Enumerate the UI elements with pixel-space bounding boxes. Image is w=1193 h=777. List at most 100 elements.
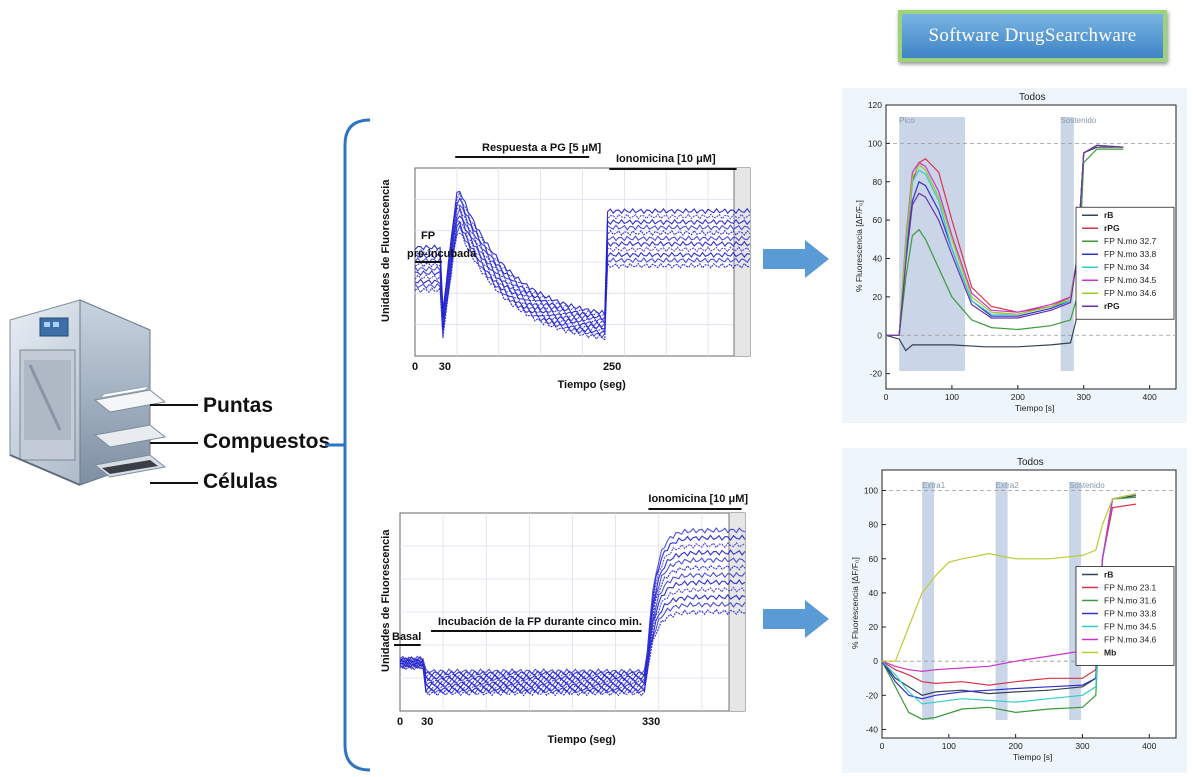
x-tick-label: 200 <box>1009 741 1023 751</box>
y-tick-label: -40 <box>866 724 879 734</box>
legend-label: Mb <box>1104 647 1116 657</box>
y-tick-label: 0 <box>877 330 882 340</box>
chart-title: Todos <box>1017 457 1044 468</box>
arrow-right-icon <box>763 600 829 638</box>
legend-label: FP N.mo 34.6 <box>1104 288 1157 298</box>
region-label: Extra2 <box>996 481 1020 490</box>
highlight-region <box>995 482 1008 720</box>
x-tick-label: 30 <box>421 716 433 728</box>
legend-label: FP N.mo 31.6 <box>1104 595 1157 605</box>
y-axis-label: % Fluorescencia [ΔF/F₀] <box>854 200 864 292</box>
highlight-region <box>1060 117 1074 371</box>
fluorescence-trace <box>414 220 751 335</box>
y-axis-label: % Fluorescencia [ΔF/F₀] <box>850 557 860 649</box>
x-axis-label: Tiempo [s] <box>1013 752 1052 762</box>
y-tick-label: 20 <box>873 292 883 302</box>
annotation-basal: Basal <box>392 631 421 643</box>
top-raw-trace-panel: Unidades de Fluorescencia Tiempo (seg) 0 30… <box>375 135 760 400</box>
y-tick-label: -20 <box>870 369 883 379</box>
x-tick-label: 0 <box>880 741 885 751</box>
x-tick-label: 0 <box>884 392 889 402</box>
y-tick-label: 120 <box>868 100 882 110</box>
legend-label: rPG <box>1104 301 1120 311</box>
x-tick-label: 0 <box>412 361 418 373</box>
y-axis-label: Unidades de Fluorescencia <box>380 529 392 672</box>
legend-label: FP N.mo 34.5 <box>1104 621 1157 631</box>
grey-band <box>734 168 750 356</box>
x-tick-label: 330 <box>642 716 660 728</box>
annotation-ionomicina: Ionomicina [10 μM] <box>648 493 748 505</box>
y-tick-label: 80 <box>869 520 879 530</box>
x-axis-label: Tiempo (seg) <box>558 379 627 391</box>
fluorescence-trace <box>414 232 751 341</box>
region-label: Pico <box>899 116 915 125</box>
y-tick-label: 100 <box>864 485 878 495</box>
annotation-pg: Respuesta a PG [5 μM] <box>482 142 602 154</box>
liquid-handler-illustration <box>9 299 167 486</box>
y-tick-label: 40 <box>869 588 879 598</box>
region-label: Sostenido <box>1061 116 1097 125</box>
grey-band <box>729 513 745 711</box>
legend-label: rB <box>1104 569 1113 579</box>
legend-label: FP N.mo 34 <box>1104 262 1149 272</box>
legend <box>1075 566 1175 666</box>
legend-label: rB <box>1104 210 1113 220</box>
legend-label: FP N.mo 33.8 <box>1104 249 1157 259</box>
x-tick-label: 0 <box>397 716 403 728</box>
legend <box>1075 206 1175 320</box>
x-axis-label: Tiempo (seg) <box>548 734 617 745</box>
analysis-chart-bottom: Todos Extra1 Extra2 Sostenido -40 -20 0 20 40 60 8… <box>842 448 1187 773</box>
label-compuestos: Compuestos <box>203 430 331 453</box>
legend-label: FP N.mo 33.8 <box>1104 608 1157 618</box>
bracket-connector <box>325 118 371 772</box>
legend-label: FP N.mo 23.1 <box>1104 582 1157 592</box>
x-tick-label: 30 <box>439 361 451 373</box>
highlight-region <box>922 482 935 720</box>
legend-label: FP N.mo 34.5 <box>1104 275 1157 285</box>
y-tick-label: 60 <box>873 215 883 225</box>
legend-label: FP N.mo 32.7 <box>1104 236 1157 246</box>
x-tick-label: 400 <box>1142 741 1156 751</box>
analysis-chart-top: Todos Pico Sostenido -20 0 20 40 60 80 100 120 0 100… <box>842 88 1187 423</box>
software-badge-label: Software DrugSearchware <box>928 25 1137 46</box>
label-celulas: Células <box>203 470 278 493</box>
annotation-preincubada: pre-incubada <box>407 248 477 260</box>
fluorescence-trace <box>414 190 751 317</box>
arrow-right-icon <box>763 240 829 278</box>
y-tick-label: 80 <box>873 177 883 187</box>
region-label: Sostenido <box>1069 481 1105 490</box>
pointer-lines <box>150 404 198 484</box>
fluorescence-trace <box>399 527 746 675</box>
fluorescence-trace <box>414 197 751 321</box>
x-tick-label: 400 <box>1143 392 1157 402</box>
y-axis-label: Unidades de Fluorescencia <box>380 179 392 322</box>
x-tick-label: 300 <box>1075 741 1089 751</box>
x-tick-label: 250 <box>603 361 621 373</box>
series-line <box>882 493 1137 662</box>
legend-label: rPG <box>1104 223 1120 233</box>
x-tick-label: 100 <box>942 741 956 751</box>
y-tick-label: 0 <box>873 656 878 666</box>
annotation-ionomicina: Ionomicina [10 μM] <box>616 153 716 165</box>
x-tick-label: 100 <box>945 392 959 402</box>
fluorescence-trace <box>414 204 751 325</box>
annotation-incubacion: Incubación de la FP durante cinco min. <box>438 616 642 628</box>
y-tick-label: -20 <box>866 690 879 700</box>
y-tick-label: 100 <box>868 138 882 148</box>
x-tick-label: 300 <box>1077 392 1091 402</box>
label-puntas: Puntas <box>203 394 274 417</box>
fluorescence-trace <box>399 564 746 686</box>
fluorescence-trace <box>399 541 746 680</box>
y-tick-label: 20 <box>869 622 879 632</box>
x-axis-label: Tiempo [s] <box>1015 403 1054 413</box>
software-badge: Software DrugSearchware <box>898 10 1167 62</box>
y-tick-label: 60 <box>869 554 879 564</box>
fluorescence-trace <box>399 579 746 689</box>
annotation-fp: FP <box>421 230 435 242</box>
x-tick-label: 200 <box>1011 392 1025 402</box>
chart-title: Todos <box>1019 92 1046 103</box>
region-label: Extra1 <box>922 481 946 490</box>
bottom-raw-trace-panel: Unidades de Fluorescencia Tiempo (seg) 0 30… <box>375 480 760 745</box>
y-tick-label: 40 <box>873 254 883 264</box>
legend-label: FP N.mo 34.6 <box>1104 634 1157 644</box>
